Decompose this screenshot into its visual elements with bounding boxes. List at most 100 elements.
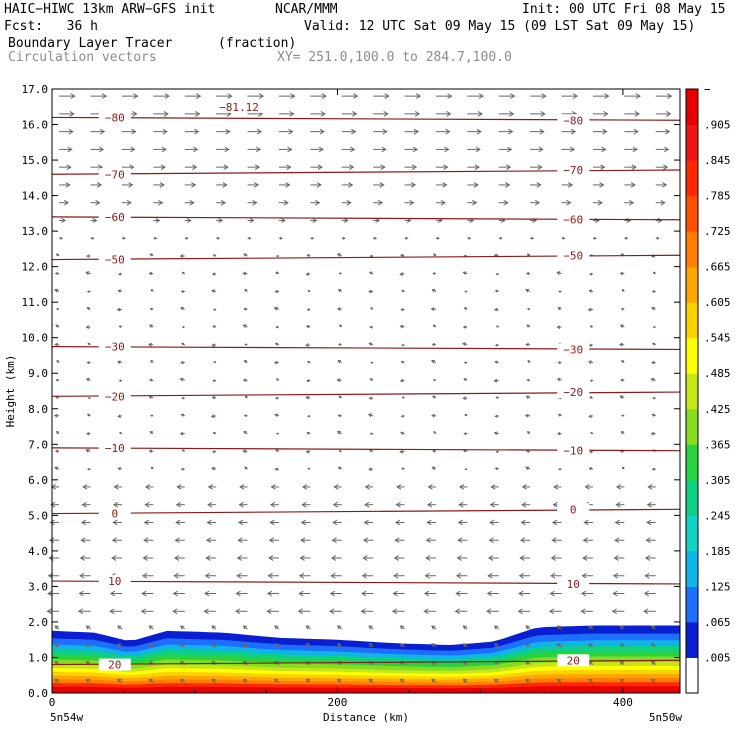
vector-arrowhead — [212, 325, 216, 329]
vector-arrowhead — [320, 111, 326, 117]
vector-arrowhead — [180, 360, 184, 365]
vector-arrowhead — [148, 643, 153, 648]
vector-arrowhead — [338, 272, 342, 275]
vector-arrowhead — [524, 413, 529, 418]
y-tick-label: 9.0 — [28, 367, 48, 380]
vector-arrowhead — [148, 271, 153, 276]
vector-arrowhead — [630, 182, 636, 188]
vector-arrowhead — [54, 625, 59, 630]
colorbar-swatch — [686, 373, 698, 410]
vector-arrowhead — [446, 111, 452, 117]
colorbar-label: .425 — [704, 403, 731, 416]
vector-arrowhead — [507, 146, 513, 153]
vector-arrowhead — [237, 519, 244, 526]
vector-arrowhead — [557, 307, 561, 311]
vector-arrowhead — [644, 572, 650, 579]
vector-arrowhead — [652, 342, 656, 346]
vector-arrowhead — [525, 678, 530, 683]
vector-arrowhead — [113, 484, 119, 490]
vector-arrowhead — [79, 572, 85, 579]
vector-arrowhead — [615, 484, 622, 490]
contour-label-bg — [98, 507, 131, 520]
vector-arrowhead — [597, 199, 603, 206]
vector-arrowhead — [348, 182, 354, 188]
vector-arrowhead — [158, 199, 164, 206]
vector-arrowhead — [368, 678, 373, 683]
vector-arrowhead — [634, 111, 640, 117]
vector-arrowhead — [652, 325, 656, 329]
vector-arrowhead — [343, 217, 349, 224]
vector-arrowhead — [318, 146, 324, 153]
vector-arrowhead — [50, 501, 56, 508]
vector-arrowhead — [364, 501, 370, 508]
vector-arrowhead — [213, 360, 216, 364]
vector-arrowhead — [487, 572, 493, 579]
vector-arrowhead — [46, 608, 52, 615]
colorbar-label: .305 — [704, 474, 731, 487]
vector-arrowhead — [432, 378, 436, 382]
vector-arrowhead — [299, 555, 305, 561]
field-name: Boundary Layer Tracer — [8, 36, 173, 51]
vector-arrowhead — [164, 93, 170, 99]
vector-arrowhead — [651, 290, 655, 294]
vector-arrowhead — [494, 414, 498, 418]
vector-arrowhead — [225, 128, 231, 135]
vector-arrowhead — [368, 271, 373, 275]
vector-arrowhead — [525, 643, 530, 648]
vector-arrowhead — [274, 396, 278, 400]
colorbar-label: .905 — [704, 119, 731, 132]
vector-arrowhead — [519, 537, 526, 544]
vector-arrowhead — [175, 519, 181, 526]
vector-arrowhead — [369, 254, 373, 258]
vector-arrowhead — [140, 608, 146, 615]
vector-arrowhead — [305, 625, 310, 630]
vector-arrowhead — [525, 466, 530, 471]
vector-arrowhead — [211, 343, 216, 347]
contour-label-bg — [98, 575, 131, 588]
vector-arrowhead — [664, 146, 670, 153]
vector-arrowhead — [380, 164, 386, 170]
vector-arrowhead — [631, 164, 637, 170]
vector-arrowhead — [305, 395, 310, 400]
colorbar-swatch — [686, 160, 698, 197]
vector-arrowhead — [557, 431, 561, 436]
vector-arrowhead — [95, 199, 101, 206]
vector-arrowhead — [317, 164, 323, 170]
y-tick-label: 14.0 — [22, 190, 49, 203]
vector-arrowhead — [141, 590, 147, 597]
vector-arrowhead — [462, 643, 467, 648]
vector-arrowhead — [306, 308, 310, 312]
vector-arrowhead — [431, 413, 435, 418]
x-tick-label: 400 — [613, 696, 633, 709]
vector-arrowhead — [621, 466, 625, 470]
vector-arrowhead — [85, 271, 90, 276]
vector-arrowhead — [499, 236, 503, 240]
vector-arrowhead — [620, 378, 624, 382]
vector-arrowhead — [132, 111, 138, 117]
tracer-band — [52, 686, 680, 693]
vector-arrowhead — [399, 643, 405, 648]
contour-label: −80 — [105, 111, 125, 124]
vector-arrowhead — [142, 555, 148, 561]
vector-arrowhead — [54, 660, 59, 666]
vector-arrowhead — [632, 146, 638, 153]
vector-arrowhead — [55, 307, 59, 311]
vector-arrowhead — [463, 432, 467, 436]
vector-arrowhead — [337, 360, 342, 364]
vector-arrowhead — [279, 236, 283, 240]
init-time: Init: 00 UTC Fri 08 May 15 — [522, 2, 726, 17]
vector-arrowhead — [275, 254, 279, 258]
colorbar-swatch — [686, 231, 698, 268]
vector-arrowhead — [370, 307, 373, 310]
vector-arrowhead — [85, 325, 90, 329]
vector-arrowhead — [556, 678, 562, 683]
vector-arrowhead — [112, 519, 118, 526]
y-tick-label: 10.0 — [22, 332, 49, 345]
vector-arrowhead — [364, 484, 370, 490]
vector-arrowhead — [493, 643, 499, 648]
vector-arrowhead — [54, 678, 59, 683]
y-tick-label: 16.0 — [22, 119, 49, 132]
vector-arrowhead — [612, 572, 619, 579]
vector-arrowhead — [109, 608, 115, 615]
vector-arrowhead — [80, 519, 87, 526]
